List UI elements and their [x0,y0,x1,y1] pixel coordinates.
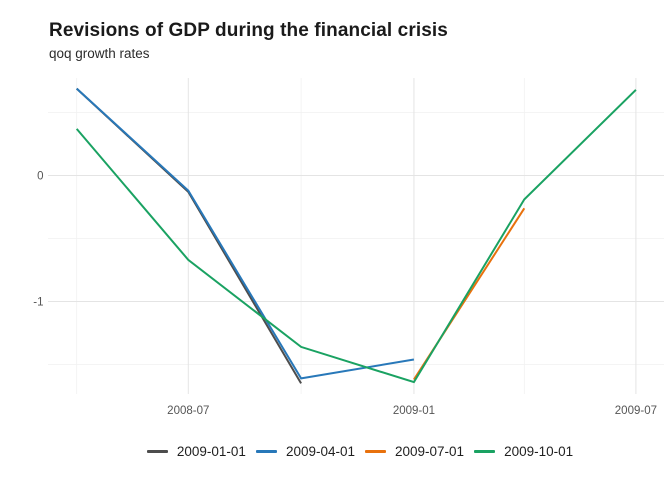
legend-label: 2009-04-01 [285,444,355,459]
series-lines [75,87,637,384]
legend-item: 2009-10-01 [474,444,573,459]
chart-title: Revisions of GDP during the financial cr… [49,20,448,41]
legend-item: 2009-07-01 [365,444,464,459]
legend-label: 2009-01-01 [176,444,246,459]
legend-label: 2009-07-01 [395,444,465,459]
series-line-2009-04-01 [76,87,415,380]
legend-item: 2009-01-01 [146,444,246,459]
legend-key-line [146,450,168,453]
legend-key-line [365,450,386,453]
axis-tick-labels: 0 -1 2008-07 2009-01 2009-07 [33,171,657,418]
y-tick-label: -1 [33,297,43,309]
legend-key-line [474,450,496,453]
legend: 2009-01-01 2009-04-01 2009-07-01 2009-10… [24,444,672,459]
legend-key-line [255,450,277,453]
gridlines-major [48,78,664,394]
series-line-2009-01-01 [76,87,302,384]
x-tick-label: 2008-07 [167,405,209,417]
line-chart-panel: 0 -1 2008-07 2009-01 2009-07 [33,78,664,418]
chart-subtitle: qoq growth rates [49,46,150,61]
series-line-2009-10-01 [75,89,637,384]
y-tick-label: 0 [37,171,43,183]
x-tick-label: 2009-01 [393,405,435,417]
gridlines-minor [48,78,664,394]
x-tick-label: 2009-07 [615,405,657,417]
legend-label: 2009-10-01 [504,444,574,459]
legend-item: 2009-04-01 [255,444,355,459]
